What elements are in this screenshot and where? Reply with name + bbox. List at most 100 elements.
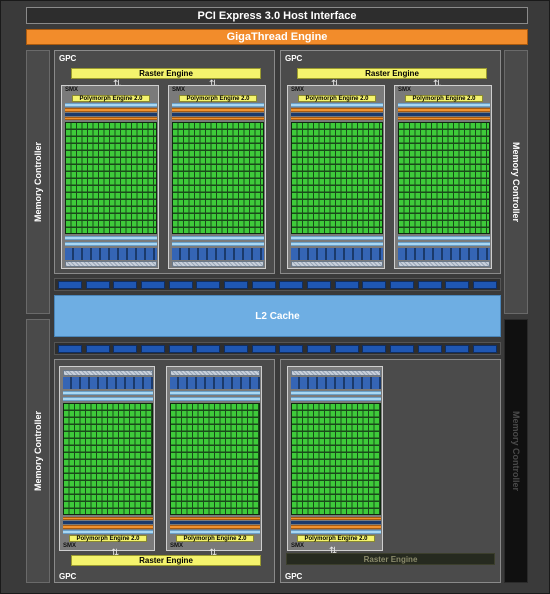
warp-scheduler (172, 108, 264, 112)
raster-engine-disabled: Raster Engine (286, 553, 495, 565)
smx: Polymorph Engine 2.0 SMX (59, 366, 155, 551)
warp-scheduler (398, 108, 490, 112)
polymorph-engine: Polymorph Engine 2.0 (297, 535, 375, 542)
shared-memory (65, 242, 157, 246)
instruction-cache (398, 117, 490, 120)
rop-unit (472, 344, 497, 353)
register-file (291, 103, 383, 107)
cuda-cores (291, 403, 381, 515)
rop-unit (362, 344, 387, 353)
dispatch-unit (291, 521, 381, 524)
rop-unit (306, 280, 331, 289)
rop-unit (445, 280, 470, 289)
texture-cache (291, 261, 383, 267)
smx-label: SMX (172, 87, 186, 93)
rop-unit (140, 344, 165, 353)
raster-engine: Raster Engine (71, 555, 261, 566)
rop-unit (196, 344, 221, 353)
polymorph-engine: Polymorph Engine 2.0 (69, 535, 147, 542)
cuda-cores (170, 403, 260, 515)
smx-label: SMX (398, 87, 412, 93)
rop-unit (85, 344, 110, 353)
register-file (65, 103, 157, 107)
interconnect (291, 236, 383, 240)
dispatch-unit (63, 521, 153, 524)
arrow-icon: ⇅ (111, 548, 120, 559)
smx-label: SMX (170, 543, 184, 549)
texture-units (291, 248, 383, 260)
raster-engine: Raster Engine (71, 68, 261, 79)
rop-unit (306, 344, 331, 353)
interconnect (65, 236, 157, 240)
rop-unit (140, 280, 165, 289)
smx-label: SMX (291, 87, 305, 93)
polymorph-engine: Polymorph Engine 2.0 (176, 535, 254, 542)
rop-unit (279, 344, 304, 353)
dispatch-unit (172, 113, 264, 116)
dispatch-unit (170, 521, 260, 524)
memory-controller-left-top: Memory Controller (26, 50, 50, 314)
rop-unit (223, 344, 248, 353)
warp-scheduler (291, 108, 383, 112)
rop-unit (58, 280, 82, 289)
smx-label: SMX (291, 543, 305, 549)
smx: SMX Polymorph Engine 2.0 (287, 85, 385, 269)
texture-units (172, 248, 264, 260)
texture-units (291, 377, 381, 389)
cuda-cores (65, 122, 157, 234)
rop-unit (389, 280, 414, 289)
memory-partition-row-bottom (54, 342, 501, 355)
texture-units (63, 377, 153, 389)
rop-unit (417, 344, 442, 353)
dispatch-unit (398, 113, 490, 116)
texture-cache (170, 370, 260, 376)
gpc-label: GPC (59, 572, 77, 581)
gpc-label: GPC (59, 54, 77, 63)
interconnect (170, 397, 260, 401)
texture-cache (398, 261, 490, 267)
dispatch-unit (291, 113, 383, 116)
pcie-host-interface: PCI Express 3.0 Host Interface (26, 7, 528, 24)
rop-unit (113, 280, 138, 289)
gpc-label: GPC (285, 54, 303, 63)
rop-unit (58, 344, 82, 353)
instruction-cache (172, 117, 264, 120)
shared-memory (291, 242, 383, 246)
register-file (63, 530, 153, 534)
memory-controller-right-top: Memory Controller (504, 50, 528, 314)
rop-unit (196, 280, 221, 289)
arrow-icon: ⇅ (433, 80, 442, 90)
memory-controller-label: Memory Controller (511, 141, 522, 223)
cuda-cores (291, 122, 383, 234)
shared-memory (398, 242, 490, 246)
polymorph-engine: Polymorph Engine 2.0 (298, 95, 376, 102)
rop-unit (389, 344, 414, 353)
smx: Polymorph Engine 2.0 SMX (166, 366, 262, 551)
memory-controller-left-bottom: Memory Controller (26, 319, 50, 583)
instruction-cache (170, 517, 260, 520)
cuda-cores (172, 122, 264, 234)
rop-unit (417, 280, 442, 289)
shared-memory (170, 391, 260, 395)
instruction-cache (291, 117, 383, 120)
gpc-bottom-left: Polymorph Engine 2.0 SMX Polymorph Engin… (54, 359, 275, 583)
memory-controller-label: Memory Controller (511, 410, 522, 492)
interconnect (172, 236, 264, 240)
l2-cache: L2 Cache (54, 295, 501, 337)
gigathread-engine: GigaThread Engine (26, 29, 528, 45)
smx: Polymorph Engine 2.0 SMX (287, 366, 383, 551)
instruction-cache (63, 517, 153, 520)
instruction-cache (291, 517, 381, 520)
memory-controller-label: Memory Controller (33, 410, 44, 492)
memory-controller-right-bottom-disabled: Memory Controller (504, 319, 528, 583)
interconnect (63, 397, 153, 401)
rop-unit (168, 280, 193, 289)
texture-units (398, 248, 490, 260)
rop-unit (334, 344, 359, 353)
rop-unit (168, 344, 193, 353)
smx: SMX Polymorph Engine 2.0 (168, 85, 266, 269)
shared-memory (291, 391, 381, 395)
arrow-icon: ⇅ (329, 546, 338, 557)
shared-memory (172, 242, 264, 246)
